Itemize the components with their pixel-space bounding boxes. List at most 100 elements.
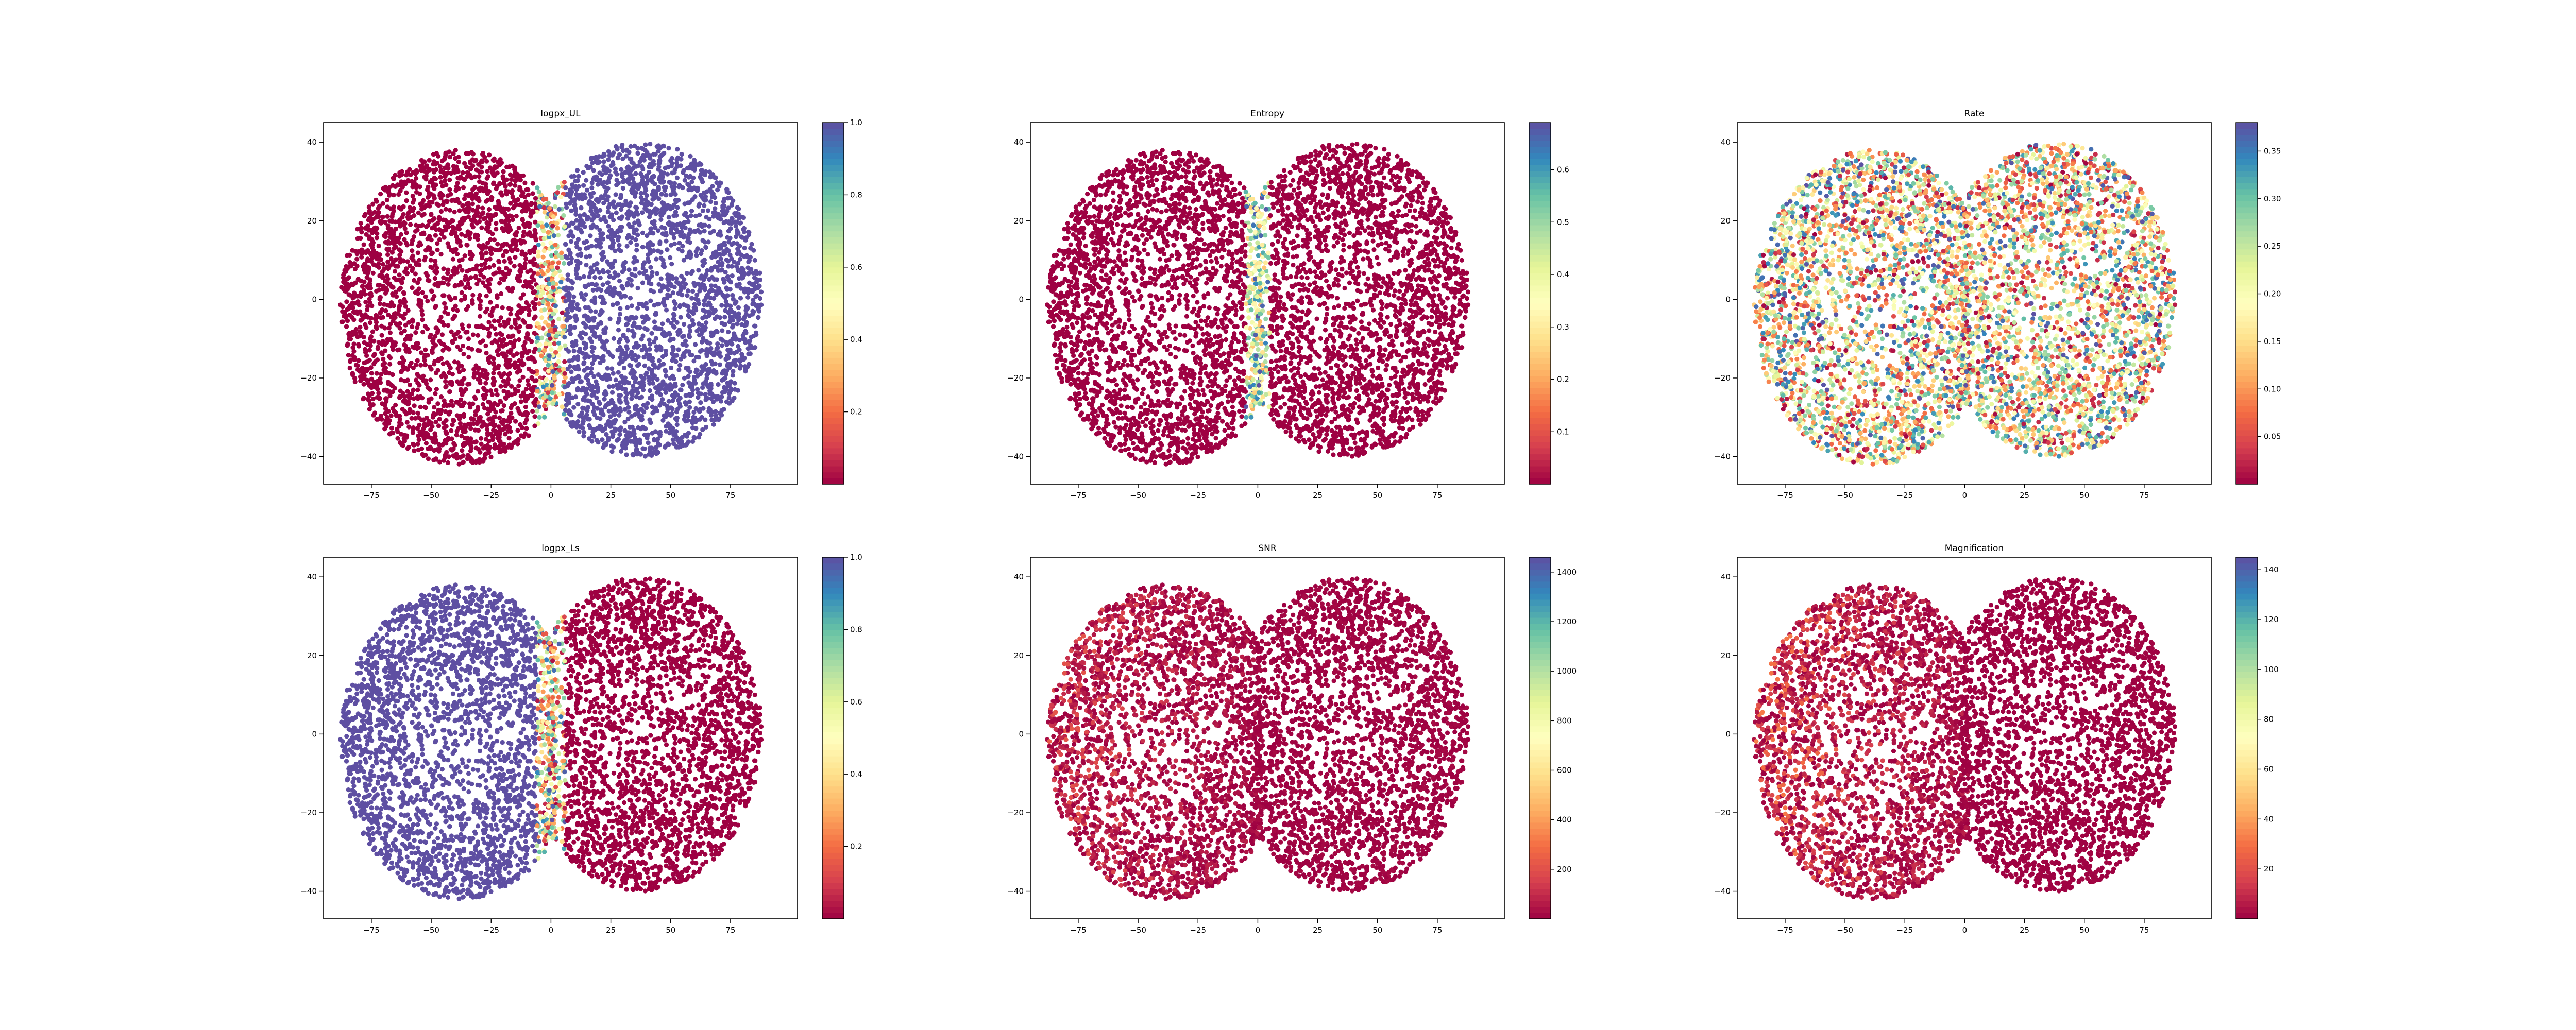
data-point xyxy=(517,324,522,329)
data-point xyxy=(507,182,512,187)
data-point xyxy=(521,362,526,366)
data-point xyxy=(416,396,420,401)
data-point xyxy=(488,313,493,317)
data-point xyxy=(519,399,523,404)
data-point xyxy=(392,276,397,280)
data-point xyxy=(445,193,450,198)
data-point xyxy=(466,355,471,359)
data-point xyxy=(444,171,449,176)
data-point xyxy=(509,348,513,352)
data-point xyxy=(527,308,532,313)
data-point xyxy=(376,391,381,396)
data-point xyxy=(386,380,391,384)
data-point xyxy=(539,336,544,340)
data-point xyxy=(415,358,420,363)
data-point xyxy=(478,378,482,383)
data-point xyxy=(442,301,447,306)
data-point xyxy=(467,233,472,237)
data-point xyxy=(429,258,433,262)
data-point xyxy=(447,178,452,182)
data-point xyxy=(461,344,465,348)
data-point xyxy=(368,286,373,290)
data-point xyxy=(443,373,447,378)
data-point xyxy=(491,371,496,375)
data-point xyxy=(488,246,493,250)
data-point xyxy=(516,389,520,393)
data-point xyxy=(514,233,518,237)
data-point xyxy=(451,248,456,252)
data-point xyxy=(493,442,497,447)
data-point xyxy=(471,332,476,337)
data-point xyxy=(478,314,482,319)
data-point xyxy=(460,448,464,453)
data-point xyxy=(378,295,382,300)
data-point xyxy=(502,351,506,356)
data-point xyxy=(487,289,492,294)
data-point xyxy=(420,213,425,218)
data-point xyxy=(470,187,475,192)
data-point xyxy=(402,220,406,225)
data-point xyxy=(446,460,450,465)
data-point xyxy=(512,264,517,268)
data-point xyxy=(462,441,467,445)
data-point xyxy=(416,322,420,327)
data-point xyxy=(391,262,395,267)
data-point xyxy=(381,357,385,362)
data-point xyxy=(425,327,430,331)
data-point xyxy=(434,151,439,156)
data-point xyxy=(350,282,354,287)
data-point xyxy=(484,220,489,225)
data-point xyxy=(412,180,417,185)
data-point xyxy=(426,456,431,461)
data-point xyxy=(414,223,418,228)
data-point xyxy=(495,349,499,353)
data-point xyxy=(428,446,433,451)
data-point xyxy=(433,263,437,267)
data-point xyxy=(524,426,529,431)
data-point xyxy=(364,368,369,373)
data-point xyxy=(342,268,347,272)
data-point xyxy=(444,277,449,282)
data-point xyxy=(368,336,372,341)
data-point xyxy=(410,324,414,329)
data-point xyxy=(470,301,475,306)
data-point xyxy=(533,359,537,364)
data-point xyxy=(435,447,439,452)
data-point xyxy=(340,304,345,309)
data-point xyxy=(526,378,530,383)
data-point xyxy=(520,217,524,221)
data-point xyxy=(508,228,513,232)
data-point xyxy=(523,421,528,425)
data-point xyxy=(480,252,484,257)
data-point xyxy=(414,262,419,267)
data-point xyxy=(530,191,535,196)
data-point xyxy=(461,453,466,458)
data-point xyxy=(521,230,526,234)
data-point xyxy=(347,331,352,335)
data-point xyxy=(399,207,403,212)
data-point xyxy=(494,227,498,231)
data-point xyxy=(444,207,448,212)
data-point xyxy=(457,335,462,339)
data-point xyxy=(439,209,444,214)
data-point xyxy=(513,183,517,188)
data-point xyxy=(397,394,402,399)
data-point xyxy=(406,424,411,429)
data-point xyxy=(448,297,453,302)
data-point xyxy=(411,194,415,198)
data-point xyxy=(431,193,436,198)
data-point xyxy=(516,310,520,315)
data-point xyxy=(446,312,450,316)
data-point xyxy=(344,299,349,304)
data-point xyxy=(413,271,418,276)
data-point xyxy=(340,309,345,314)
data-point xyxy=(388,393,393,398)
data-point xyxy=(402,409,407,414)
data-point xyxy=(410,253,415,258)
data-point xyxy=(507,442,512,447)
data-point xyxy=(358,325,362,330)
data-point xyxy=(364,325,368,330)
data-point xyxy=(491,382,496,386)
data-point xyxy=(439,341,444,346)
data-point xyxy=(400,300,404,304)
